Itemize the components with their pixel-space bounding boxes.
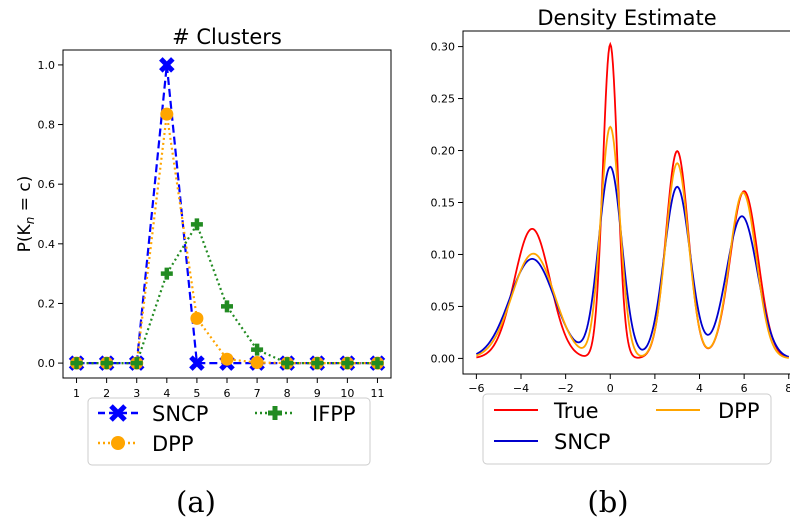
chart-b-ytick-label: 0.10	[431, 248, 456, 261]
series-dpp-point	[250, 355, 264, 369]
series-dpp-curve	[476, 125, 789, 359]
density-chart: Density Estimate −6 −4 −2 0 2 4 6 8 0.00 0.05 0.10…	[431, 6, 790, 519]
chart-a-ytick-label: 0.6	[38, 178, 56, 191]
chart-b-xtick-label: −6	[468, 382, 484, 395]
legend-a-dpp: DPP	[98, 432, 194, 456]
chart-a-ylabel: P(Kn = c)	[15, 176, 37, 253]
chart-a-xtick-label: 1	[73, 387, 80, 400]
chart-a-ytick-label: 0.4	[38, 238, 56, 251]
chart-b-ytick-label: 0.30	[431, 41, 456, 54]
chart-a-xtick-label: 5	[193, 387, 200, 400]
chart-b-xtick-label: 4	[696, 382, 703, 395]
series-sncp-curve	[475, 165, 790, 358]
series-ifpp-line	[76, 221, 378, 365]
chart-b-ytick-label: 0.00	[431, 352, 456, 365]
clusters-chart: # Clusters P(Kn = c) 1 2 3 4 5 6 7 8 9 10 11 0.0 0.2…	[15, 25, 392, 519]
series-ifpp-point	[100, 357, 113, 370]
legend-a-ifpp: IFPP	[255, 402, 356, 426]
caption-b: (b)	[587, 485, 628, 519]
series-dpp-point	[190, 311, 204, 325]
chart-a-ticks: 1 2 3 4 5 6 7 8 9 10 11 0.0 0.2 0.4 0.6 0.8 1.0	[38, 59, 385, 400]
series-ifpp-point	[311, 357, 324, 370]
chart-b-xtick-label: 8	[785, 382, 790, 395]
series-ifpp-point	[70, 357, 83, 370]
legend-a-ifpp-label: IFPP	[312, 402, 356, 426]
chart-b-axes-frame	[462, 30, 790, 375]
series-sncp-line	[76, 64, 378, 365]
chart-b-xtick-label: −2	[558, 382, 574, 395]
series-ifpp-point	[251, 343, 264, 356]
chart-a-series	[68, 57, 386, 371]
caption-a: (a)	[176, 485, 216, 519]
chart-b-xtick-label: 2	[651, 382, 658, 395]
chart-b-ytick-label: 0.05	[431, 300, 456, 313]
chart-a-axes-frame	[62, 49, 392, 379]
series-dpp-point	[220, 352, 234, 366]
legend-a-dpp-label: DPP	[152, 432, 194, 456]
chart-a-xtick-label: 11	[370, 387, 384, 400]
chart-a-ytick-label: 0.0	[38, 357, 56, 370]
chart-b-xtick-label: −4	[513, 382, 529, 395]
chart-b-xtick-label: 0	[607, 382, 614, 395]
legend-b-true: True	[494, 399, 599, 423]
chart-a-ytick-label: 0.2	[38, 297, 56, 310]
series-ifpp-point	[221, 300, 233, 313]
chart-a-ytick-label: 0.8	[38, 119, 56, 132]
series-ifpp-point	[341, 357, 354, 370]
chart-a-title: # Clusters	[172, 25, 282, 49]
series-ifpp-point	[190, 218, 203, 231]
chart-b-ytick-label: 0.20	[431, 145, 456, 158]
series-ifpp-point	[281, 357, 294, 370]
chart-b-xtick-label: 6	[741, 382, 748, 395]
chart-a-legend: SNCP DPP IFPP	[87, 397, 371, 466]
series-dpp-point	[160, 107, 174, 121]
legend-b-true-label: True	[553, 399, 599, 423]
chart-b-legend: True SNCP DPP	[482, 393, 772, 465]
chart-b-ticks: −6 −4 −2 0 2 4 6 8 0.00 0.05 0.10 0.15 0.20 0.25 0.30	[431, 41, 790, 395]
chart-a-xtick-label: 10	[340, 387, 354, 400]
legend-b-dpp-label: DPP	[718, 399, 760, 423]
chart-a-xtick-label: 6	[224, 387, 231, 400]
series-sncp-point	[189, 355, 205, 371]
series-ifpp-point	[371, 357, 384, 370]
series-true-curve	[476, 41, 789, 359]
chart-b-series	[475, 41, 790, 359]
chart-a-xtick-label: 2	[103, 387, 110, 400]
legend-b-sncp-label: SNCP	[554, 430, 610, 454]
chart-b-title: Density Estimate	[537, 6, 716, 30]
chart-a-xtick-label: 9	[314, 387, 321, 400]
chart-b-ytick-label: 0.25	[431, 93, 456, 106]
legend-b-sncp: SNCP	[494, 430, 610, 454]
chart-a-ytick-label: 1.0	[38, 59, 56, 72]
series-ifpp-point	[160, 267, 173, 280]
series-ifpp-point	[130, 357, 143, 370]
chart-a-xtick-label: 4	[163, 387, 170, 400]
legend-a-sncp-label: SNCP	[152, 402, 208, 426]
chart-a-xtick-label: 7	[254, 387, 261, 400]
chart-a-xtick-label: 3	[133, 387, 140, 400]
legend-a-sncp: SNCP	[98, 402, 208, 426]
chart-a-xtick-label: 8	[284, 387, 291, 400]
series-dpp-line	[76, 113, 378, 365]
chart-b-ytick-label: 0.15	[431, 197, 456, 210]
series-sncp-point	[159, 57, 175, 73]
legend-b-dpp: DPP	[656, 399, 760, 423]
